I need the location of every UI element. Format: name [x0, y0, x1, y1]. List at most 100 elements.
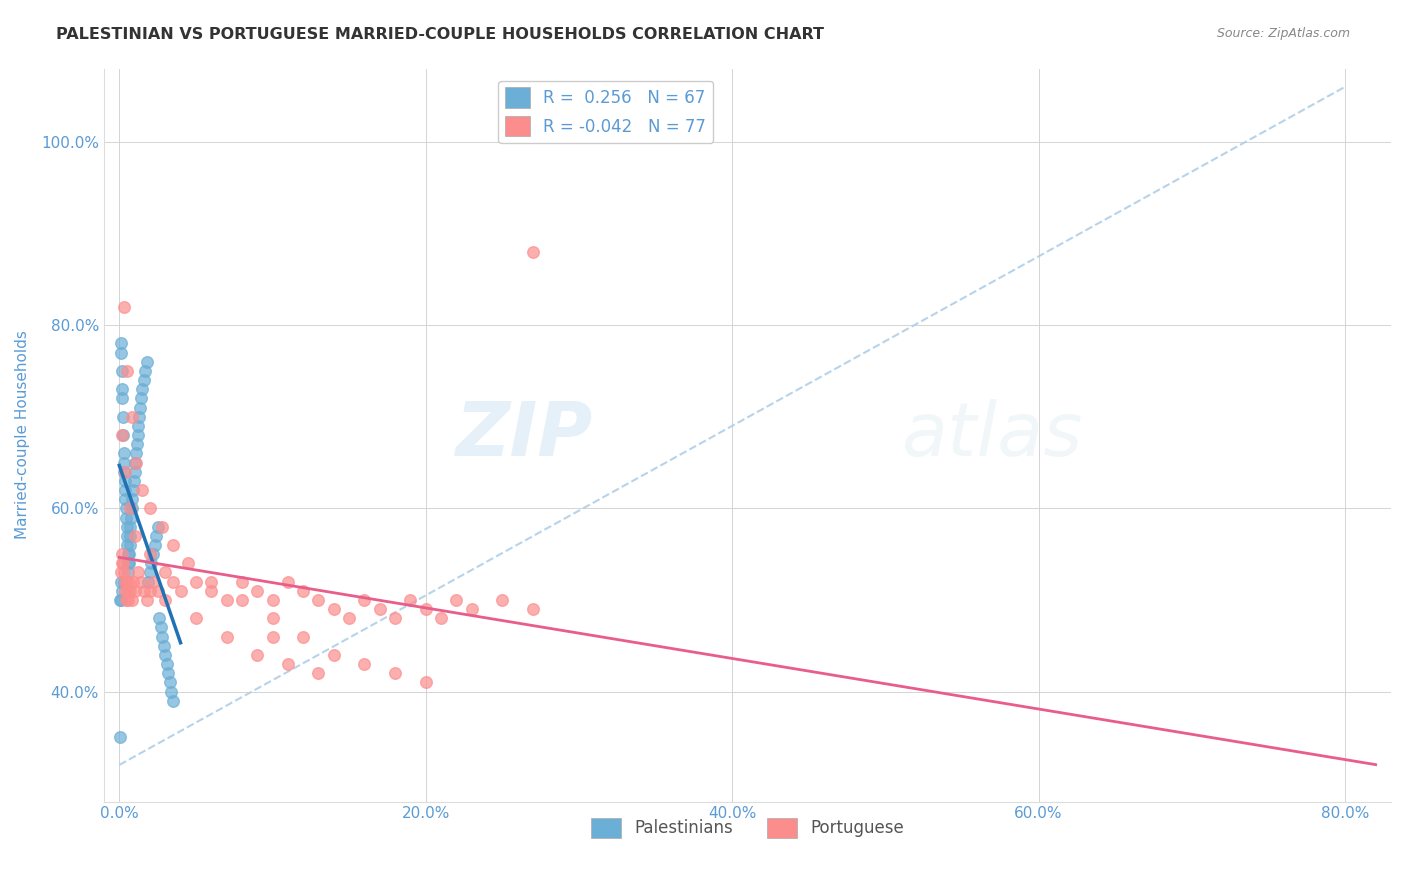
- Point: [384, 611, 406, 625]
- Point: [150, 519, 173, 533]
- Point: [446, 593, 468, 607]
- Point: [112, 574, 135, 589]
- Point: [145, 529, 167, 543]
- Point: [114, 492, 136, 507]
- Point: [131, 483, 153, 497]
- Point: [292, 630, 315, 644]
- Point: [399, 593, 422, 607]
- Point: [112, 566, 135, 580]
- Point: [122, 474, 145, 488]
- Point: [152, 639, 174, 653]
- Point: [127, 566, 149, 580]
- Point: [124, 465, 146, 479]
- Point: [117, 593, 139, 607]
- Point: [150, 630, 173, 644]
- Point: [231, 574, 253, 589]
- Text: atlas: atlas: [901, 399, 1083, 471]
- Point: [127, 428, 149, 442]
- Point: [118, 501, 141, 516]
- Point: [149, 620, 172, 634]
- Point: [522, 244, 544, 259]
- Point: [115, 519, 138, 533]
- Text: ZIP: ZIP: [456, 399, 593, 472]
- Point: [121, 501, 143, 516]
- Point: [142, 574, 165, 589]
- Point: [162, 694, 184, 708]
- Point: [120, 510, 142, 524]
- Point: [139, 583, 162, 598]
- Point: [157, 666, 180, 681]
- Point: [114, 474, 136, 488]
- Point: [115, 529, 138, 543]
- Point: [118, 538, 141, 552]
- Point: [111, 428, 134, 442]
- Point: [117, 538, 139, 552]
- Point: [129, 392, 152, 406]
- Point: [215, 593, 238, 607]
- Point: [125, 446, 148, 460]
- Point: [415, 602, 437, 616]
- Point: [110, 336, 132, 351]
- Point: [200, 574, 222, 589]
- Point: [112, 557, 135, 571]
- Point: [112, 446, 135, 460]
- Point: [122, 483, 145, 497]
- Point: [125, 437, 148, 451]
- Point: [415, 675, 437, 690]
- Point: [110, 345, 132, 359]
- Point: [277, 574, 299, 589]
- Point: [177, 557, 200, 571]
- Point: [115, 510, 138, 524]
- Point: [118, 547, 141, 561]
- Text: PALESTINIAN VS PORTUGUESE MARRIED-COUPLE HOUSEHOLDS CORRELATION CHART: PALESTINIAN VS PORTUGUESE MARRIED-COUPLE…: [56, 27, 824, 42]
- Point: [114, 583, 136, 598]
- Point: [124, 529, 146, 543]
- Point: [108, 593, 131, 607]
- Point: [353, 657, 375, 672]
- Point: [117, 566, 139, 580]
- Point: [111, 392, 134, 406]
- Point: [308, 666, 330, 681]
- Point: [110, 574, 132, 589]
- Point: [121, 492, 143, 507]
- Point: [117, 557, 139, 571]
- Point: [322, 648, 344, 662]
- Point: [111, 547, 134, 561]
- Point: [132, 583, 155, 598]
- Point: [155, 648, 177, 662]
- Point: [115, 364, 138, 378]
- Point: [120, 519, 142, 533]
- Point: [460, 602, 482, 616]
- Point: [117, 547, 139, 561]
- Point: [121, 409, 143, 424]
- Point: [110, 593, 132, 607]
- Point: [127, 418, 149, 433]
- Point: [522, 602, 544, 616]
- Point: [134, 364, 156, 378]
- Point: [129, 401, 152, 415]
- Point: [110, 364, 132, 378]
- Point: [112, 428, 135, 442]
- Point: [110, 557, 132, 571]
- Point: [384, 666, 406, 681]
- Point: [262, 593, 284, 607]
- Point: [118, 583, 141, 598]
- Point: [160, 684, 183, 698]
- Point: [125, 456, 148, 470]
- Point: [353, 593, 375, 607]
- Point: [146, 519, 169, 533]
- Text: Source: ZipAtlas.com: Source: ZipAtlas.com: [1216, 27, 1350, 40]
- Point: [231, 593, 253, 607]
- Point: [141, 557, 163, 571]
- Point: [132, 373, 155, 387]
- Point: [124, 583, 146, 598]
- Point: [111, 382, 134, 396]
- Point: [262, 611, 284, 625]
- Point: [155, 566, 177, 580]
- Point: [128, 409, 150, 424]
- Point: [159, 675, 181, 690]
- Point: [118, 557, 141, 571]
- Point: [139, 566, 162, 580]
- Point: [112, 300, 135, 314]
- Point: [184, 574, 207, 589]
